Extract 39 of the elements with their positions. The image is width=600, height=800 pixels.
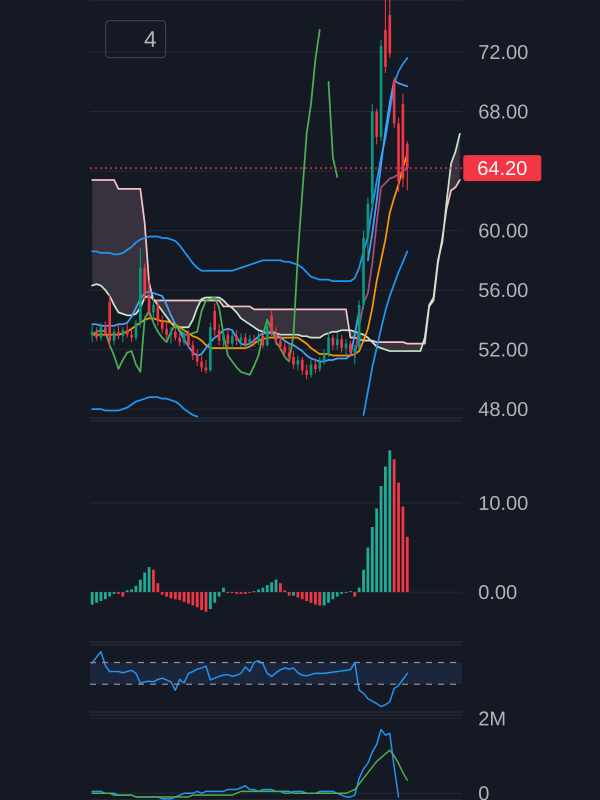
bar	[200, 592, 204, 610]
annotation: 4	[144, 31, 156, 47]
bar	[336, 592, 339, 597]
y-tick-label: 0	[479, 786, 489, 800]
y-tick-label: 56.00	[479, 282, 528, 298]
bar	[148, 567, 150, 592]
bar	[331, 592, 334, 600]
bar	[305, 592, 308, 602]
bar	[278, 583, 282, 592]
bar	[292, 592, 295, 596]
bar	[121, 592, 124, 597]
bar	[191, 592, 194, 606]
candlestick	[336, 333, 339, 350]
y-tick-label: 48.00	[478, 402, 528, 416]
bar	[322, 592, 326, 606]
candlestick	[248, 334, 252, 348]
candlestick	[230, 332, 234, 350]
bar	[261, 588, 264, 592]
y-tick-label: 0.00	[479, 585, 516, 600]
bar	[152, 570, 155, 592]
bar	[318, 592, 322, 606]
y-tick-label: 60.00	[479, 223, 528, 238]
bar	[222, 588, 225, 592]
bar	[288, 592, 291, 596]
y-tick-label: 2M	[479, 711, 504, 726]
ref-line-label: 64.20	[478, 161, 526, 176]
bar	[160, 592, 164, 595]
y-tick-label: 10.00	[480, 496, 528, 510]
bar	[314, 592, 317, 605]
line-series	[354, 167, 408, 358]
bar	[296, 592, 300, 598]
candlestick	[283, 340, 286, 358]
bar	[270, 582, 274, 592]
y-tick-label: 72.00	[479, 44, 528, 60]
y-tick-label: 68.00	[479, 104, 528, 119]
bar	[108, 592, 112, 597]
bar	[208, 592, 212, 610]
bar	[353, 592, 356, 597]
y-tick-label: 52.00	[479, 342, 528, 357]
